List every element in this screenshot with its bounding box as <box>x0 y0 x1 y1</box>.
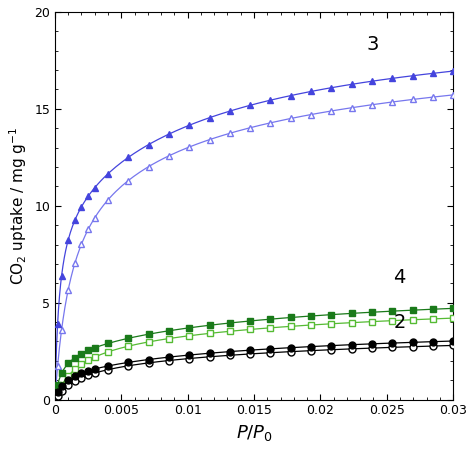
Text: 2: 2 <box>393 313 406 332</box>
X-axis label: $P/P_0$: $P/P_0$ <box>236 423 273 443</box>
Text: 4: 4 <box>393 268 406 287</box>
Y-axis label: CO$_2$ uptake / mg g$^{-1}$: CO$_2$ uptake / mg g$^{-1}$ <box>7 126 28 285</box>
Text: 3: 3 <box>367 36 379 54</box>
